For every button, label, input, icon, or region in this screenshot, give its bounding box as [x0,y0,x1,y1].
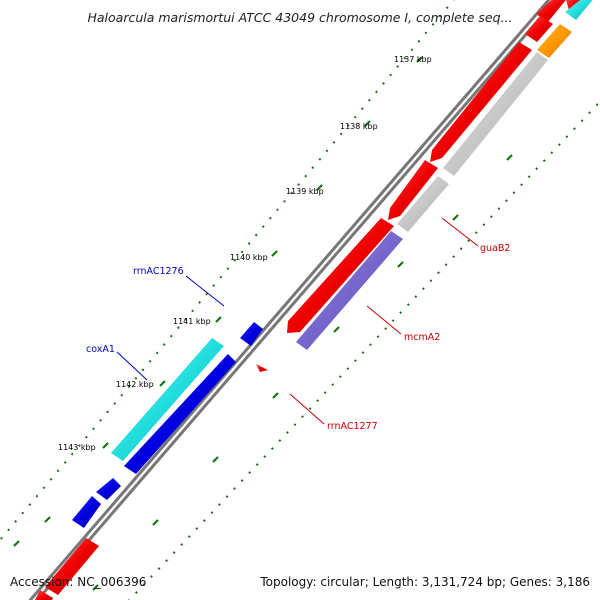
gene-feature[interactable] [45,538,99,595]
accession-text: Accession: NC_006396 [10,575,147,589]
callout-line [116,351,148,381]
tick-label: 1140 kbp [230,253,268,262]
gene-feature[interactable] [96,478,121,500]
callout-line [366,305,402,335]
tick-mark [452,214,459,221]
gene-feature[interactable] [430,42,532,162]
tick-label: 1138 kbp [340,122,378,131]
tick-mark [333,326,340,333]
tick-mark [416,56,423,63]
gene-label-rrnac1276[interactable]: rrnAC1276 [133,266,184,277]
gene-feature[interactable] [111,338,224,461]
tick-label: 1141 kbp [173,317,211,326]
tick-mark [316,184,323,191]
chromosome-backbone-edge [28,0,551,600]
tick-mark [272,392,279,399]
gene-feature[interactable] [443,52,548,176]
guide-dot-track [0,0,455,542]
tick-mark [102,442,109,449]
gene-labels: guaB2 mcmA2 rrnAC1277 rrnAC1276 coxA1 [86,243,510,432]
gene-feature[interactable] [525,16,553,42]
gene-feature[interactable] [536,0,569,22]
reverse-strand-genes [72,52,548,528]
gene-feature[interactable] [33,590,53,600]
gene-feature[interactable] [565,0,596,20]
callout-lines [116,217,479,425]
chromosome-backbone [27,0,556,600]
gene-label-mcma2[interactable]: mcmA2 [404,332,440,343]
gene-feature[interactable] [537,24,572,58]
gene-feature[interactable] [388,160,438,220]
tick-mark [92,584,99,591]
guide-dot-track [127,100,600,600]
tick-mark [397,261,404,268]
gene-feature[interactable] [124,354,236,474]
gene-feature[interactable] [256,364,268,372]
tick-label: 1142 kbp [116,380,154,389]
map-title: Haloarcula marismortui ATCC 43049 chromo… [87,10,513,25]
tick-label: 1137 kbp [394,55,432,64]
gene-feature[interactable] [72,496,101,528]
tick-marks [13,56,513,591]
tick-labels: 1137 kbp 1138 kbp 1139 kbp 1140 kbp 1141… [58,55,432,452]
gene-label-rrnac1277[interactable]: rrnAC1277 [327,421,378,432]
forward-strand-genes [33,0,596,600]
tick-label: 1139 kbp [286,187,324,196]
gene-label-coxa1[interactable]: coxA1 [86,344,115,355]
gene-feature[interactable] [240,322,263,346]
callout-line [185,275,225,307]
tick-mark [271,250,278,257]
tick-label: 1143 kbp [58,443,96,452]
gene-feature[interactable] [287,218,394,333]
tick-mark [13,540,20,547]
tick-mark [506,154,513,161]
gene-feature[interactable] [296,231,403,350]
topology-summary: Topology: circular; Length: 3,131,724 bp… [260,575,590,589]
callout-line [441,217,479,247]
tick-mark [364,120,371,127]
callout-line [289,393,325,425]
gene-feature[interactable] [397,176,449,232]
gene-label-guab2[interactable]: guaB2 [480,243,510,254]
tick-mark [44,516,51,523]
tick-mark [215,316,222,323]
tick-mark [212,456,219,463]
tick-mark [152,519,159,526]
chromosome-backbone-edge [35,0,558,600]
tick-mark [159,380,166,387]
